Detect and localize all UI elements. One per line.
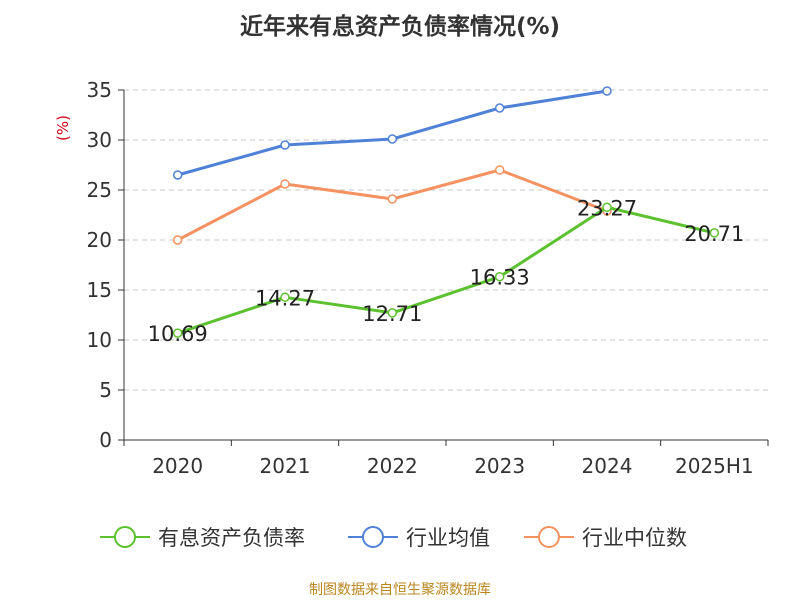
data-point — [387, 194, 398, 204]
data-point — [172, 170, 183, 180]
y-tick-label: 35 — [87, 78, 112, 102]
data-point — [602, 202, 612, 213]
data-label: 23.27 — [577, 196, 637, 220]
legend-label: 行业均值 — [406, 526, 490, 550]
data-point — [172, 328, 183, 338]
x-tick-label: 2020 — [152, 454, 203, 478]
legend-marker — [362, 526, 384, 548]
series-line — [177, 89, 608, 177]
legend-label: 行业中位数 — [582, 526, 687, 550]
data-labels: 10.69 14.27 12.71 16.33 23.27 20.71 — [148, 196, 745, 346]
legend-item: 行业均值 — [348, 526, 490, 550]
series-line — [176, 168, 608, 242]
series-layer — [172, 86, 720, 338]
data-point — [602, 86, 612, 96]
y-tick-label: 0 — [99, 428, 112, 452]
y-tick-label: 30 — [87, 128, 112, 152]
y-tick-label: 5 — [99, 378, 112, 402]
y-axis: 0 5 10 15 20 25 30 35 — [87, 78, 125, 452]
data-point — [280, 292, 290, 303]
legend-item: 行业中位数 — [524, 526, 687, 550]
data-label: 10.69 — [148, 322, 208, 346]
y-tick-label: 20 — [87, 228, 112, 252]
x-tick-label: 2025H1 — [675, 454, 754, 478]
data-point — [280, 179, 290, 189]
data-point — [387, 308, 398, 318]
data-point — [494, 165, 505, 175]
data-label: 20.71 — [684, 222, 744, 246]
series-1 — [172, 86, 612, 180]
data-label: 16.33 — [470, 266, 530, 290]
y-tick-label: 25 — [87, 178, 112, 202]
legend-marker — [538, 526, 560, 548]
y-axis-unit: (%) — [54, 115, 72, 141]
y-tick-label: 10 — [87, 328, 112, 352]
data-point — [172, 235, 183, 245]
data-point — [387, 134, 398, 144]
data-point — [709, 228, 720, 238]
chart-title: 近年来有息资产负债率情况(%) — [240, 13, 560, 40]
legend-item: 有息资产负债率 — [100, 526, 305, 550]
x-tick-label: 2022 — [367, 454, 418, 478]
source-note: 制图数据来自恒生聚源数据库 — [309, 582, 491, 598]
data-point — [280, 140, 290, 150]
legend-label: 有息资产负债率 — [158, 526, 305, 550]
data-label: 12.71 — [362, 302, 422, 326]
x-tick-label: 2021 — [260, 454, 311, 478]
x-tick-label: 2023 — [474, 454, 525, 478]
legend: 有息资产负债率 行业均值 行业中位数 — [100, 526, 687, 550]
y-tick-label: 15 — [87, 278, 112, 302]
data-point — [494, 271, 505, 282]
data-label: 14.27 — [255, 286, 315, 310]
series-0 — [172, 202, 720, 338]
data-point — [494, 103, 505, 113]
series-2 — [172, 165, 612, 245]
grid-lines — [124, 89, 768, 391]
series-line — [177, 205, 715, 335]
x-axis: 2020 2021 2022 2023 2024 2025H1 — [123, 439, 769, 478]
x-tick-label: 2024 — [582, 454, 633, 478]
legend-marker — [114, 526, 136, 548]
